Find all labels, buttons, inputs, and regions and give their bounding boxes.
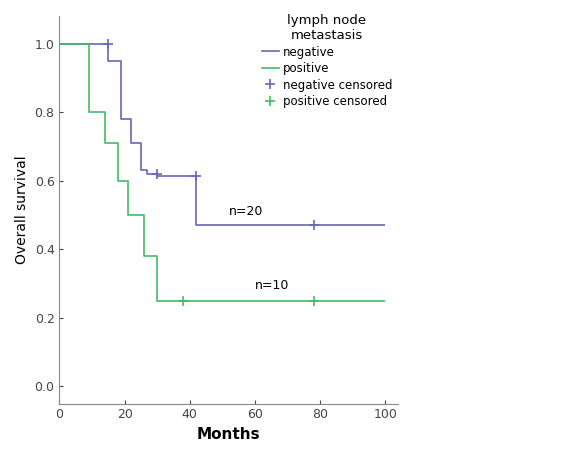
X-axis label: Months: Months xyxy=(197,427,261,442)
Text: n=20: n=20 xyxy=(229,205,263,218)
Text: n=10: n=10 xyxy=(255,279,289,292)
Y-axis label: Overall survival: Overall survival xyxy=(15,155,29,264)
Legend: negative, positive, negative censored, positive censored: negative, positive, negative censored, p… xyxy=(262,14,393,108)
